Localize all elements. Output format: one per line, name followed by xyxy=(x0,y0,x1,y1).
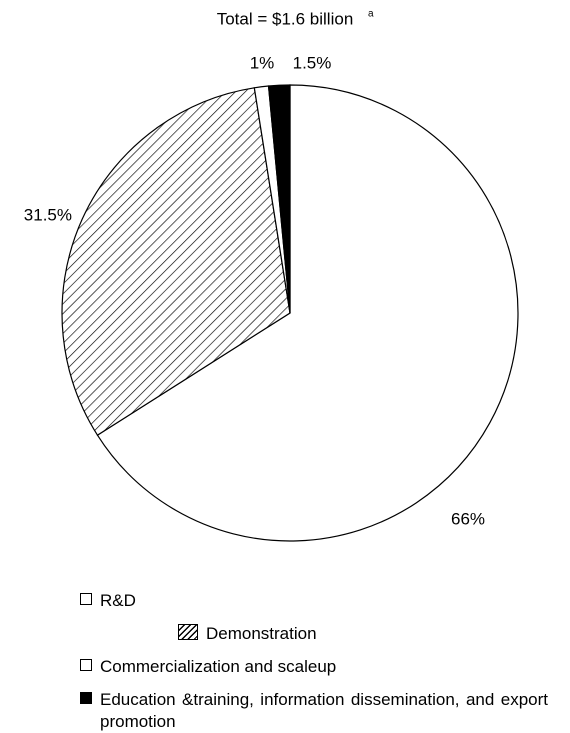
legend-item: R&D xyxy=(80,590,550,612)
chart-title: Total = $1.6 billion xyxy=(217,9,354,28)
legend-swatch xyxy=(80,692,92,704)
legend-item: Education &training, information dissemi… xyxy=(80,689,550,733)
legend-item: Demonstration xyxy=(178,623,550,645)
legend-swatch xyxy=(80,659,92,671)
legend-label: Demonstration xyxy=(206,624,317,643)
data-label: 1.5% xyxy=(293,53,332,72)
data-label: 31.5% xyxy=(24,205,72,224)
pie-slice xyxy=(61,87,291,436)
data-label: 1% xyxy=(250,53,275,72)
legend-swatch xyxy=(178,624,198,640)
legend-label: Commercialization and scaleup xyxy=(100,657,337,676)
pie-slice xyxy=(96,84,519,542)
legend-item: Commercialization and scaleup xyxy=(80,656,550,678)
pie-slice xyxy=(267,84,291,314)
footnote-mark: a xyxy=(368,9,374,20)
data-label: 66% xyxy=(451,509,485,528)
legend-swatch xyxy=(80,593,92,605)
chart: Total = $1.6 billion a 66% 31.5% 1% 1.5% xyxy=(24,9,519,542)
legend-label: R&D xyxy=(100,591,136,610)
legend-label: Education &training, information dissemi… xyxy=(100,690,548,731)
